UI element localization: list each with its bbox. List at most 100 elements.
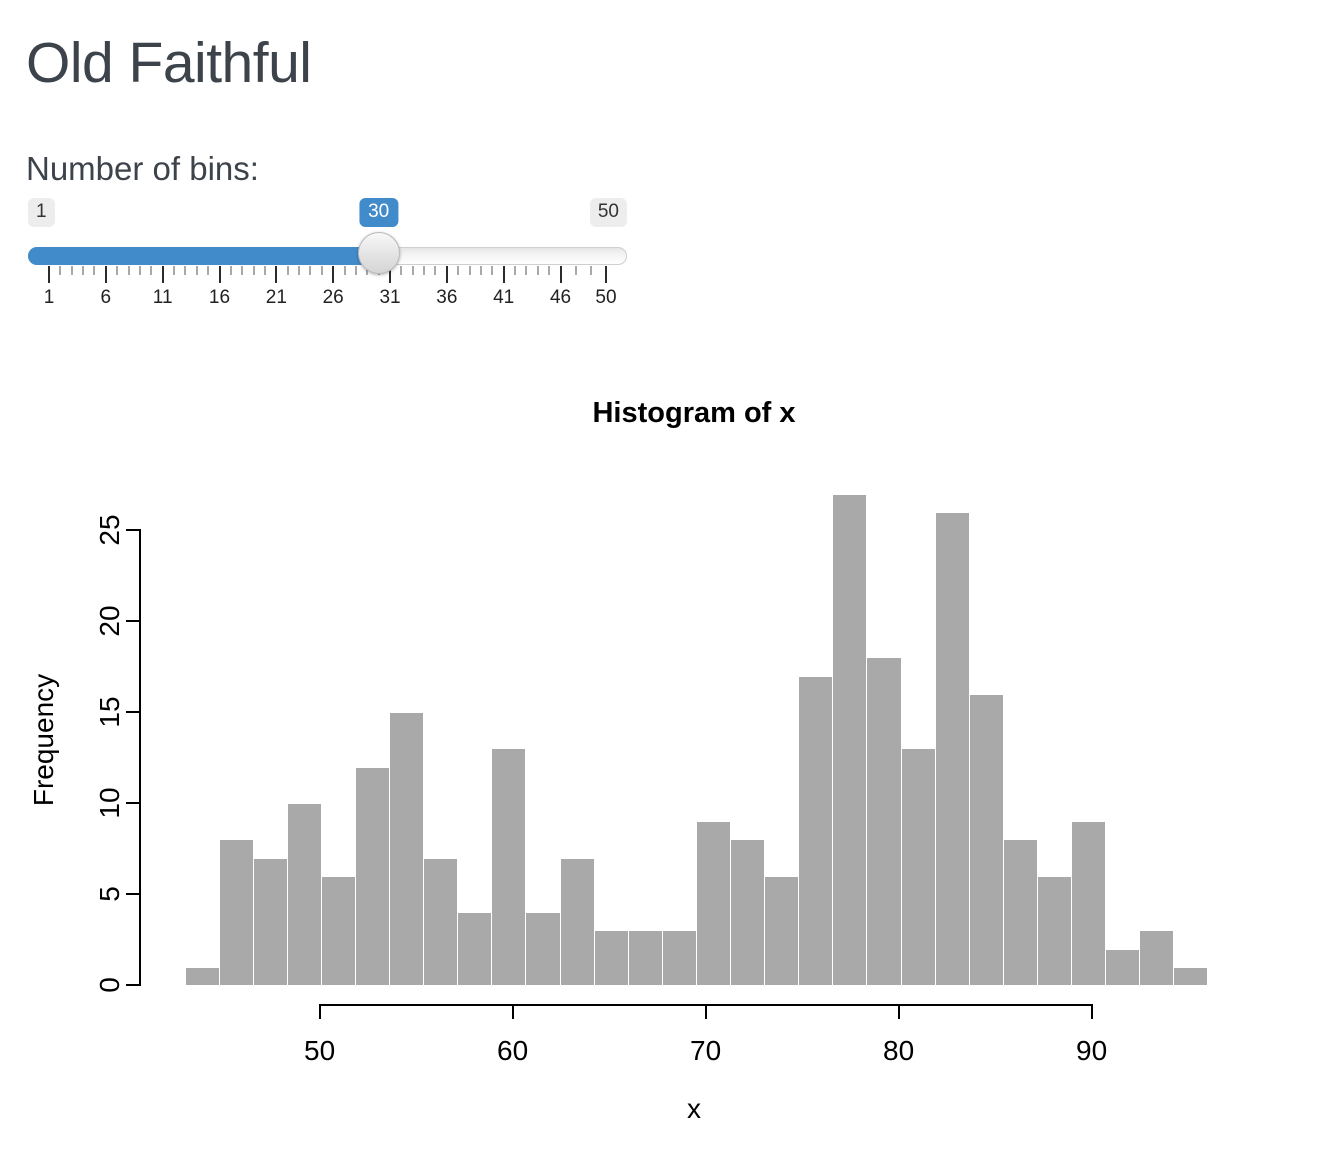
histogram-bar <box>900 748 936 986</box>
slider-grid-tick-label: 36 <box>436 287 458 308</box>
histogram-bar <box>1036 875 1072 986</box>
slider-grid-tick-label: 26 <box>322 287 344 308</box>
slider-grid-minor-tick <box>548 266 551 275</box>
x-axis-tick-label: 50 <box>304 1035 336 1066</box>
histogram-bar <box>423 857 459 986</box>
slider-grid-tick-label: 6 <box>100 287 112 308</box>
slider-grid-minor-tick <box>525 266 528 275</box>
histogram-bar <box>354 766 391 986</box>
slider-grid-minor-tick <box>434 266 437 275</box>
slider-grid-major-tick <box>445 266 448 283</box>
slider-grid-major-tick <box>559 266 562 283</box>
y-axis-tick-label: 5 <box>94 886 125 902</box>
y-axis-tick <box>126 984 140 986</box>
slider-grid-tick-label: 1 <box>43 287 55 308</box>
page-title: Old Faithful <box>26 31 312 95</box>
histogram-bar <box>491 748 527 986</box>
slider-grid-major-tick <box>161 266 164 283</box>
y-axis-tick <box>126 620 140 622</box>
y-axis-tick-label: 10 <box>94 787 125 819</box>
histogram-bar <box>764 875 800 986</box>
slider-grid-minor-tick <box>138 266 141 275</box>
histogram-bar <box>934 511 970 986</box>
slider-grid-minor-tick <box>207 266 210 275</box>
slider-grid-minor-tick <box>309 266 312 275</box>
y-axis-tick-label: 25 <box>94 514 125 546</box>
histogram-bar <box>389 712 425 986</box>
slider-grid-minor-tick <box>479 266 482 275</box>
histogram-bar <box>457 912 493 986</box>
histogram-bar <box>320 875 356 986</box>
y-axis-tick-label: 15 <box>94 696 125 728</box>
slider-grid-minor-tick <box>536 266 539 275</box>
histogram-bar <box>1002 839 1038 986</box>
slider-handle[interactable] <box>357 232 400 274</box>
slider-grid-minor-tick <box>411 266 414 275</box>
slider-grid-minor-tick <box>127 266 130 275</box>
slider-label: Number of bins: <box>26 150 259 187</box>
slider-grid-major-tick <box>332 266 335 283</box>
slider-grid-minor-tick <box>423 266 426 275</box>
x-axis-tick-label: 90 <box>1076 1035 1108 1066</box>
x-axis-tick-label: 60 <box>497 1035 529 1066</box>
slider-grid-tick-label: 46 <box>549 287 572 308</box>
slider-grid-major-tick <box>389 266 392 283</box>
histogram-bar <box>252 857 288 986</box>
slider-grid-major-tick <box>218 266 221 283</box>
slider-max-badge: 50 <box>589 198 627 227</box>
slider-grid-minor-tick <box>82 266 85 275</box>
histogram-bar <box>695 821 732 986</box>
slider-grid-tick-label: 31 <box>379 287 401 308</box>
slider-grid-minor-tick <box>116 266 119 275</box>
histogram-bar <box>286 803 322 986</box>
y-axis-tick <box>126 529 140 531</box>
slider-grid-major-tick <box>605 266 607 283</box>
bins-slider[interactable]: 1 50 30 1 6 11 16 21 26 31 36 41 46 50 <box>28 195 627 313</box>
slider-grid-minor-tick <box>574 266 577 275</box>
x-axis-tick <box>704 1004 707 1019</box>
slider-grid: 1 6 11 16 21 26 31 36 41 46 50 <box>28 266 627 313</box>
slider-value-badge: 30 <box>359 198 399 227</box>
histogram-bar <box>218 839 254 986</box>
y-axis-tick-label: 0 <box>94 977 125 993</box>
histogram-bar <box>1105 948 1141 986</box>
slider-grid-minor-tick <box>491 266 494 275</box>
slider-grid-minor-tick <box>457 266 460 275</box>
slider-grid-minor-tick <box>354 266 357 275</box>
slider-grid-tick-label: 21 <box>265 287 287 308</box>
x-axis-tick <box>897 1004 900 1019</box>
slider-grid-minor-tick <box>150 266 153 275</box>
x-axis-tick <box>318 1004 321 1019</box>
slider-grid-major-tick <box>48 266 50 283</box>
slider-grid-minor-tick <box>263 266 266 275</box>
slider-grid-major-tick <box>104 266 107 283</box>
histogram-bar <box>866 657 902 986</box>
slider-grid-tick-label: 50 <box>595 287 617 308</box>
y-axis-tick-label: 20 <box>94 605 125 637</box>
slider-grid-tick-label: 11 <box>152 287 173 308</box>
slider-grid-minor-tick <box>195 266 198 275</box>
slider-grid-minor-tick <box>468 266 471 275</box>
slider-grid-minor-tick <box>252 266 255 275</box>
histogram-bar <box>1071 821 1107 986</box>
slider-grid-tick-label: 41 <box>493 287 515 308</box>
histogram-bar <box>593 930 629 986</box>
slider-grid-minor-tick <box>320 266 323 275</box>
histogram-bar <box>832 493 868 986</box>
slider-grid-minor-tick <box>343 266 346 275</box>
slider-grid-minor-tick <box>229 266 232 275</box>
histogram-bar <box>525 912 561 986</box>
x-axis-tick <box>511 1004 514 1019</box>
slider-grid-major-tick <box>502 266 505 283</box>
slider-grid-minor-tick <box>400 266 403 275</box>
slider-grid-minor-tick <box>589 266 592 275</box>
histogram-bar <box>184 966 220 986</box>
histogram-bar <box>627 930 663 986</box>
histogram-bar <box>1173 966 1209 986</box>
x-axis-label: x <box>687 1093 701 1124</box>
y-axis-tick <box>126 893 140 895</box>
plot-title: Histogram of x <box>592 397 796 429</box>
slider-grid-minor-tick <box>286 266 289 275</box>
